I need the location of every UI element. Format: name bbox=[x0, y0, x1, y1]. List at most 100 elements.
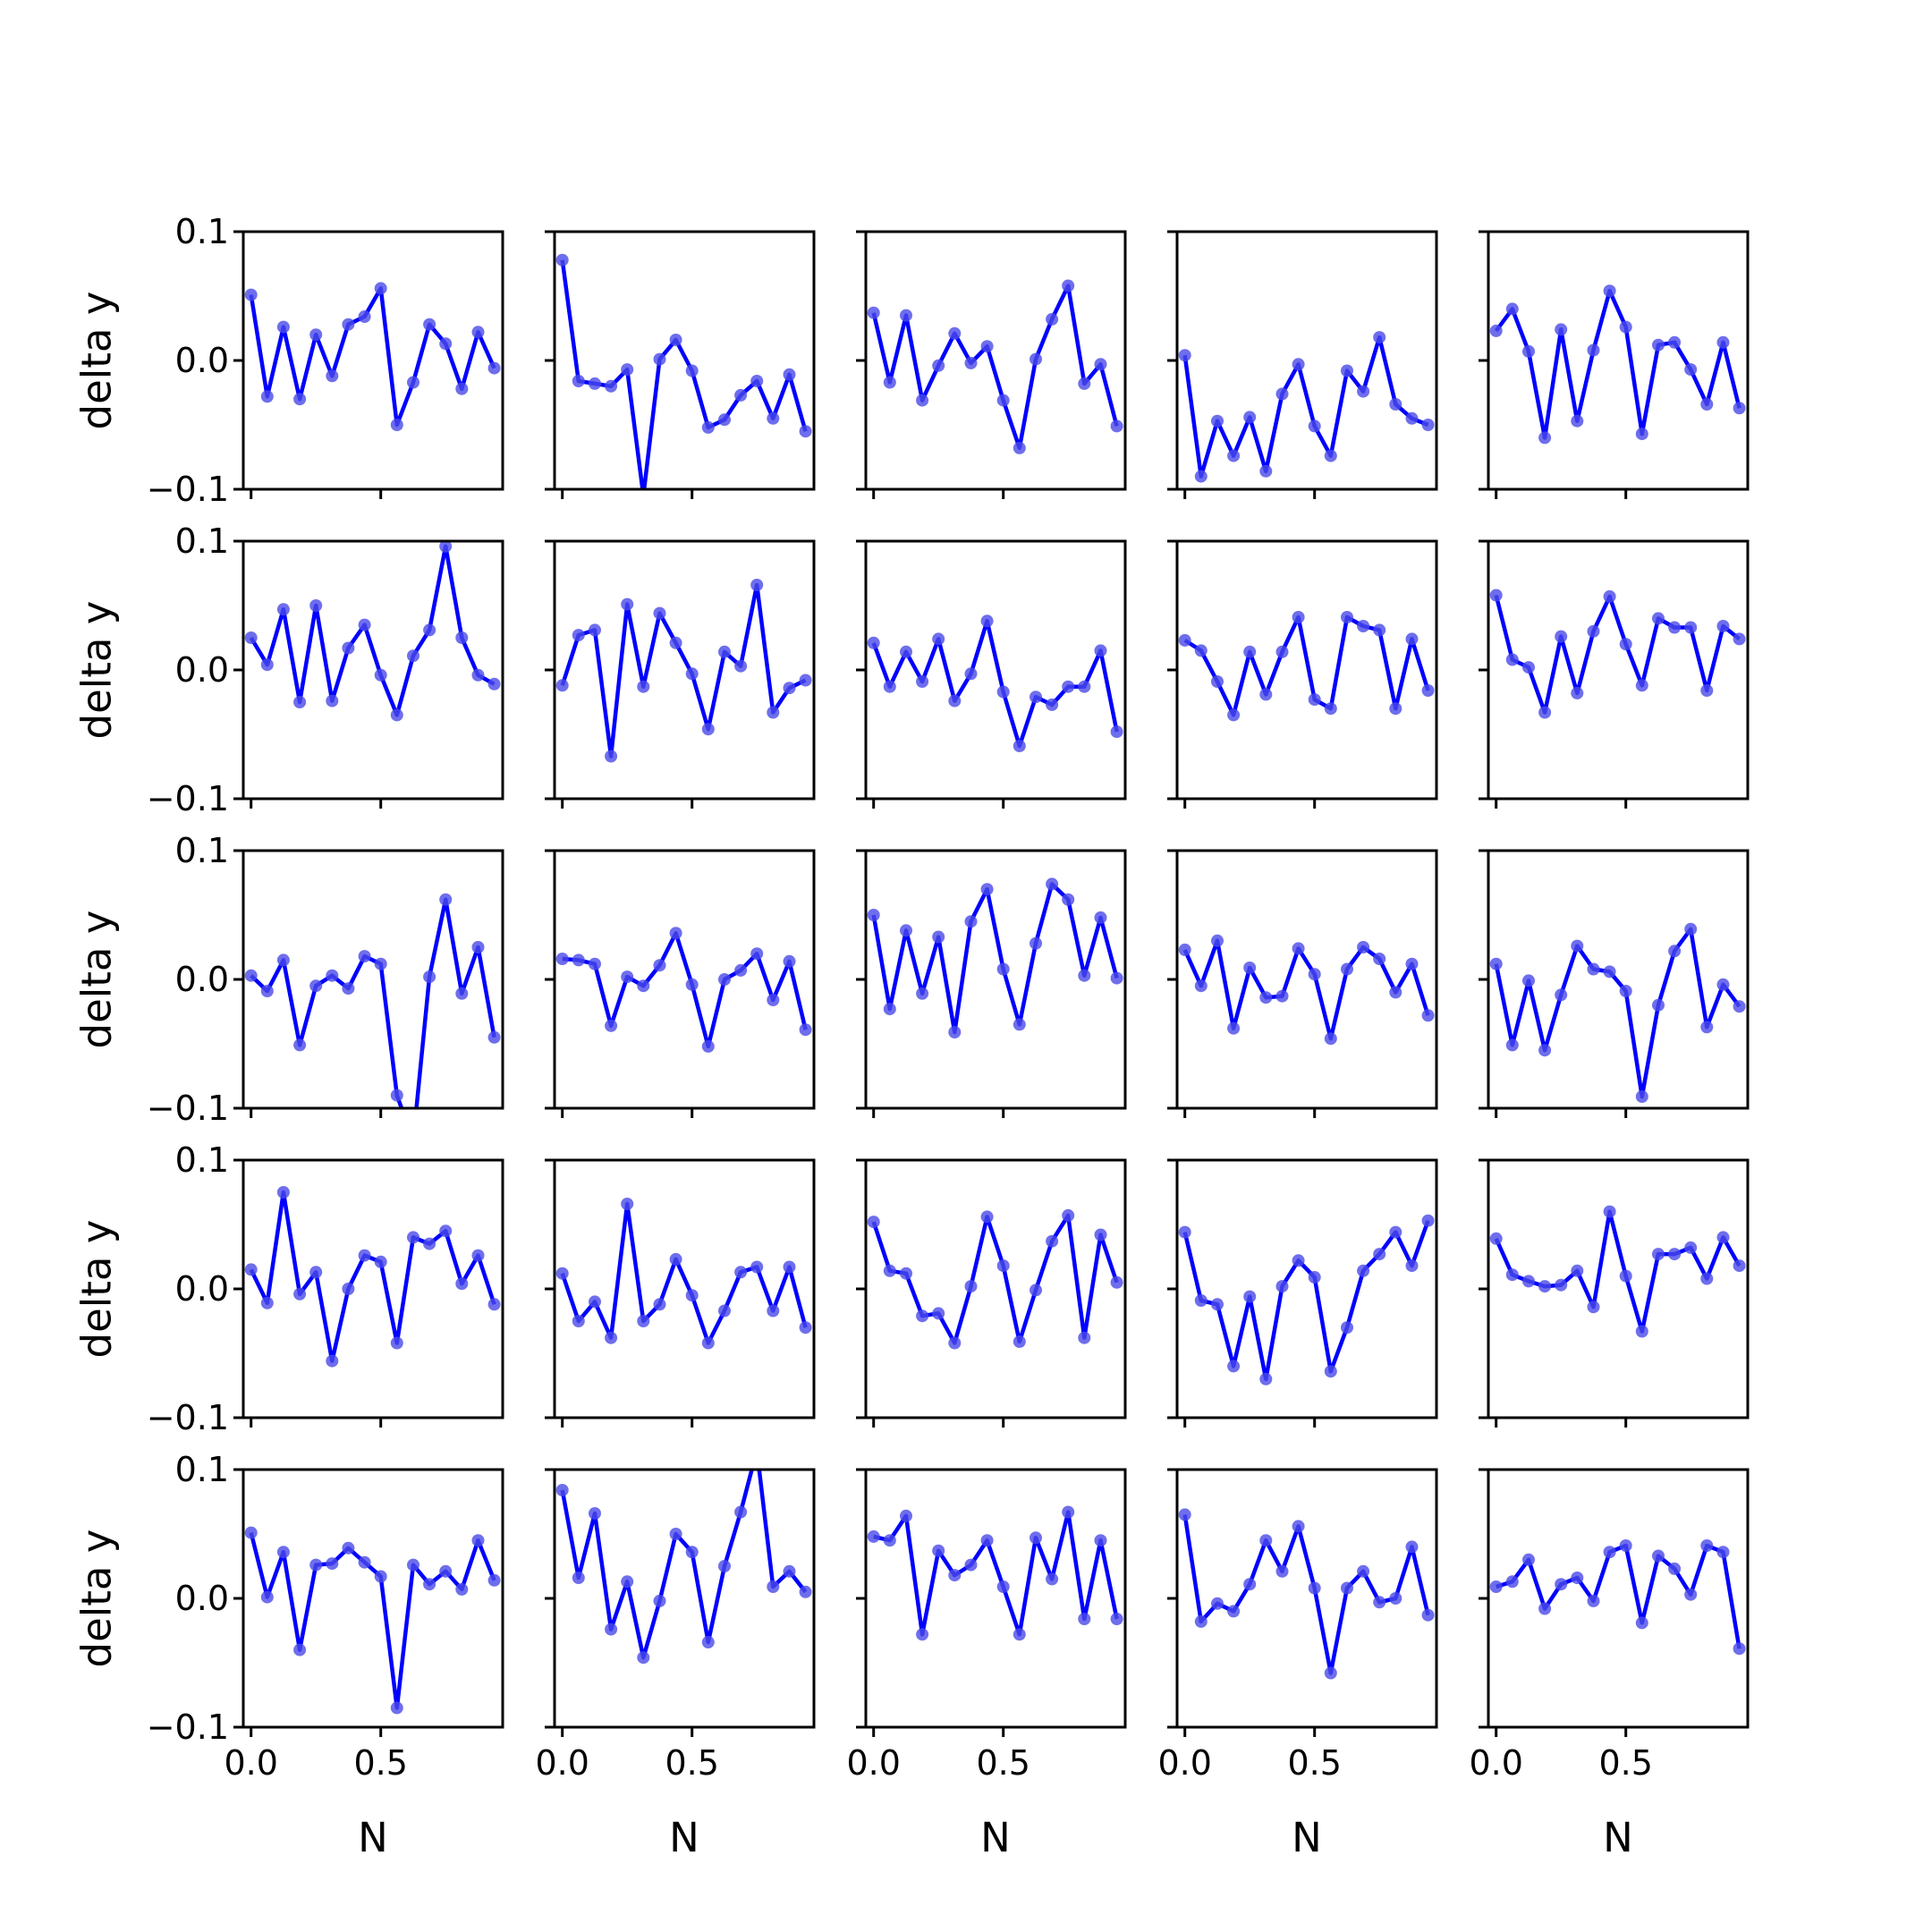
series-group bbox=[1489, 1205, 1746, 1338]
data-point bbox=[374, 1570, 387, 1583]
data-point bbox=[916, 987, 929, 1000]
subplot-r5-c2: 0.0 0.5 N bbox=[535, 1444, 816, 1861]
data-point bbox=[685, 667, 699, 681]
data-point bbox=[555, 679, 569, 692]
data-point bbox=[439, 337, 453, 351]
series-group bbox=[555, 1198, 812, 1350]
subplot-r1-c1: −0.1 0.0 0.1 delta y bbox=[73, 212, 504, 509]
data-point bbox=[900, 645, 912, 658]
data-point bbox=[883, 680, 896, 693]
data-point bbox=[1046, 1572, 1059, 1586]
x-axis-label: N bbox=[669, 1814, 699, 1861]
data-point bbox=[948, 326, 962, 340]
series-line bbox=[560, 1201, 808, 1345]
data-point bbox=[867, 306, 880, 319]
axes-frame bbox=[864, 230, 1127, 491]
data-point bbox=[1733, 1642, 1746, 1656]
data-point bbox=[1341, 1581, 1353, 1595]
data-point bbox=[1635, 428, 1648, 441]
data-point bbox=[1078, 680, 1091, 693]
y-axis-label: delta y bbox=[73, 911, 121, 1049]
data-point bbox=[1030, 1284, 1042, 1297]
data-point bbox=[1275, 989, 1289, 1003]
data-point bbox=[685, 1289, 699, 1302]
data-point bbox=[1733, 402, 1746, 415]
data-point bbox=[439, 541, 453, 553]
data-point bbox=[1389, 398, 1402, 411]
data-point bbox=[964, 1280, 978, 1293]
data-point bbox=[964, 356, 978, 369]
data-point bbox=[980, 883, 994, 896]
data-point bbox=[980, 1534, 994, 1547]
data-point bbox=[471, 326, 485, 339]
subplot-r5-c5: 0.0 0.5 N bbox=[1469, 1468, 1750, 1861]
data-point bbox=[767, 411, 780, 425]
data-point bbox=[1357, 620, 1370, 632]
data-point bbox=[1292, 1254, 1305, 1267]
data-point bbox=[487, 1030, 501, 1044]
data-point bbox=[1635, 1616, 1648, 1630]
data-point bbox=[1275, 387, 1289, 401]
data-point bbox=[964, 915, 978, 928]
data-point bbox=[685, 364, 699, 377]
data-point bbox=[1357, 1264, 1370, 1277]
data-point bbox=[799, 1321, 812, 1335]
y-tick-label: −0.1 bbox=[147, 1398, 229, 1437]
subplot-r1-c4 bbox=[1167, 230, 1438, 499]
data-point bbox=[1716, 335, 1730, 349]
data-point bbox=[653, 959, 666, 972]
data-point bbox=[1013, 441, 1026, 454]
data-point bbox=[1078, 1331, 1091, 1344]
series-group bbox=[1178, 1214, 1435, 1385]
data-point bbox=[1733, 1259, 1746, 1273]
data-point bbox=[471, 668, 485, 682]
data-point bbox=[1110, 1275, 1123, 1289]
data-point bbox=[589, 1507, 601, 1520]
data-point bbox=[1357, 385, 1370, 398]
data-point bbox=[260, 658, 274, 672]
data-point bbox=[900, 924, 912, 937]
series-line bbox=[249, 1532, 496, 1710]
x-axis-label: N bbox=[1603, 1814, 1633, 1861]
data-point bbox=[637, 1315, 650, 1327]
data-point bbox=[1194, 1614, 1208, 1628]
data-point bbox=[653, 606, 666, 620]
data-point bbox=[1555, 1578, 1568, 1591]
data-point bbox=[1292, 358, 1305, 371]
data-point bbox=[916, 1309, 929, 1323]
data-point bbox=[1684, 922, 1698, 936]
data-point bbox=[1668, 335, 1682, 349]
data-point bbox=[1062, 893, 1075, 906]
data-point bbox=[1700, 684, 1714, 697]
y-tick-label: 0.1 bbox=[175, 521, 229, 561]
data-point bbox=[1324, 1032, 1337, 1046]
series-group bbox=[555, 927, 812, 1053]
y-tick-label: 0.1 bbox=[175, 1140, 229, 1180]
data-point bbox=[572, 375, 585, 387]
data-point bbox=[390, 1336, 403, 1350]
data-point bbox=[1421, 1214, 1435, 1227]
data-point bbox=[734, 1266, 748, 1279]
data-point bbox=[605, 1623, 618, 1636]
series-line bbox=[871, 619, 1119, 749]
data-point bbox=[1324, 1365, 1337, 1378]
axes-frame bbox=[1175, 1158, 1438, 1419]
data-point bbox=[1716, 978, 1730, 991]
data-point bbox=[1538, 706, 1552, 719]
subplot-r3-c4 bbox=[1167, 849, 1438, 1118]
data-point bbox=[1308, 1271, 1321, 1284]
data-point bbox=[1110, 419, 1123, 433]
data-point bbox=[750, 1444, 763, 1456]
data-point bbox=[1030, 691, 1042, 704]
series-line bbox=[560, 259, 808, 489]
data-point bbox=[1652, 1248, 1665, 1261]
data-point bbox=[555, 1484, 569, 1496]
y-axis-label: delta y bbox=[73, 601, 121, 740]
data-point bbox=[1700, 1539, 1714, 1552]
series-line bbox=[1494, 927, 1741, 1099]
data-point bbox=[342, 1541, 355, 1555]
data-point bbox=[1716, 1546, 1730, 1559]
data-point bbox=[244, 1263, 258, 1276]
data-point bbox=[358, 1555, 371, 1569]
